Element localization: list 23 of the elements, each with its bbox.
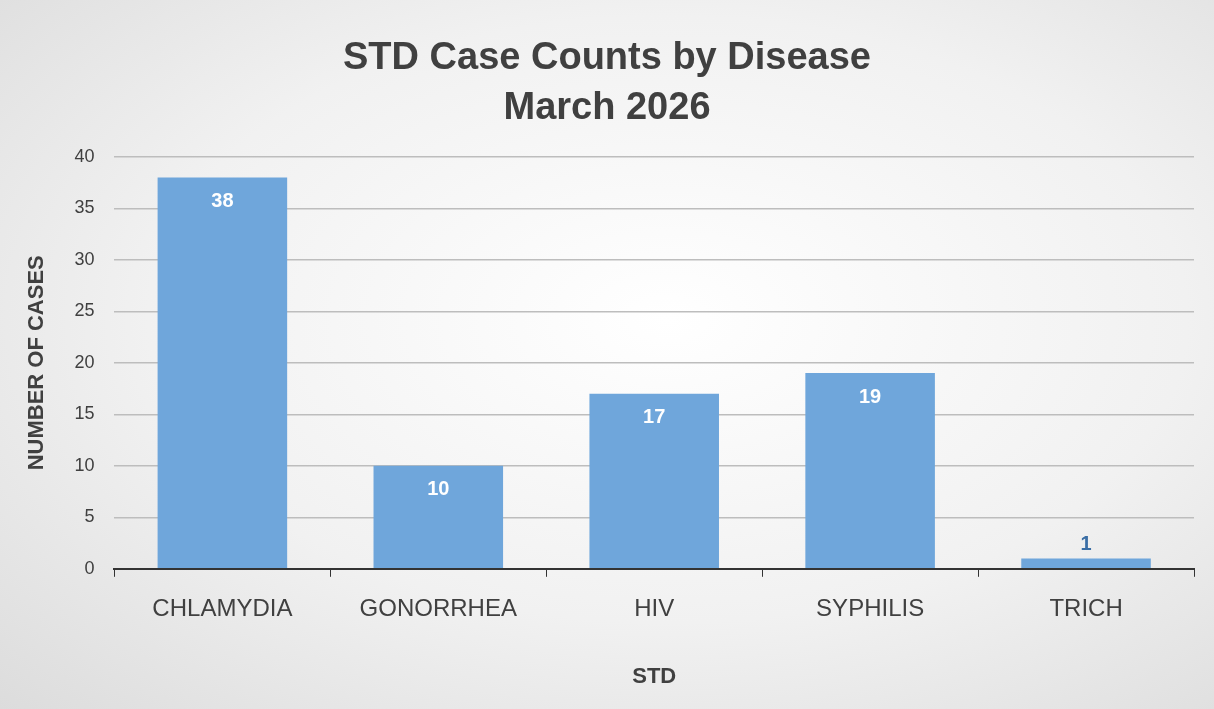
y-tick-label: 30 (74, 248, 95, 269)
y-tick-label: 0 (84, 557, 95, 578)
y-tick-label: 35 (74, 197, 95, 218)
y-tick-label: 20 (74, 351, 95, 372)
x-tick-label: HIV (634, 593, 675, 621)
y-tick-label: 25 (74, 300, 95, 321)
x-tick-label: CHLAMYDIA (152, 593, 293, 621)
y-axis-title: NUMBER OF CASES (23, 255, 49, 471)
x-tick-label: SYPHILIS (816, 593, 925, 621)
y-tick-label: 10 (74, 454, 95, 475)
x-axis-title: STD (632, 662, 677, 688)
chart-subtitle: March 2026 (503, 84, 711, 127)
y-tick-label: 5 (84, 506, 95, 527)
data-label: 19 (859, 384, 882, 407)
y-tick-label: 15 (74, 403, 95, 424)
data-label: 1 (1080, 532, 1092, 555)
x-tick-label: TRICH (1049, 593, 1123, 621)
y-tick-label: 40 (74, 145, 95, 166)
data-label: 38 (211, 188, 234, 211)
data-label: 10 (427, 477, 450, 500)
x-tick-label: GONORRHEA (359, 593, 517, 621)
chart-title: STD Case Counts by Disease (343, 35, 871, 78)
data-label: 17 (643, 405, 666, 428)
